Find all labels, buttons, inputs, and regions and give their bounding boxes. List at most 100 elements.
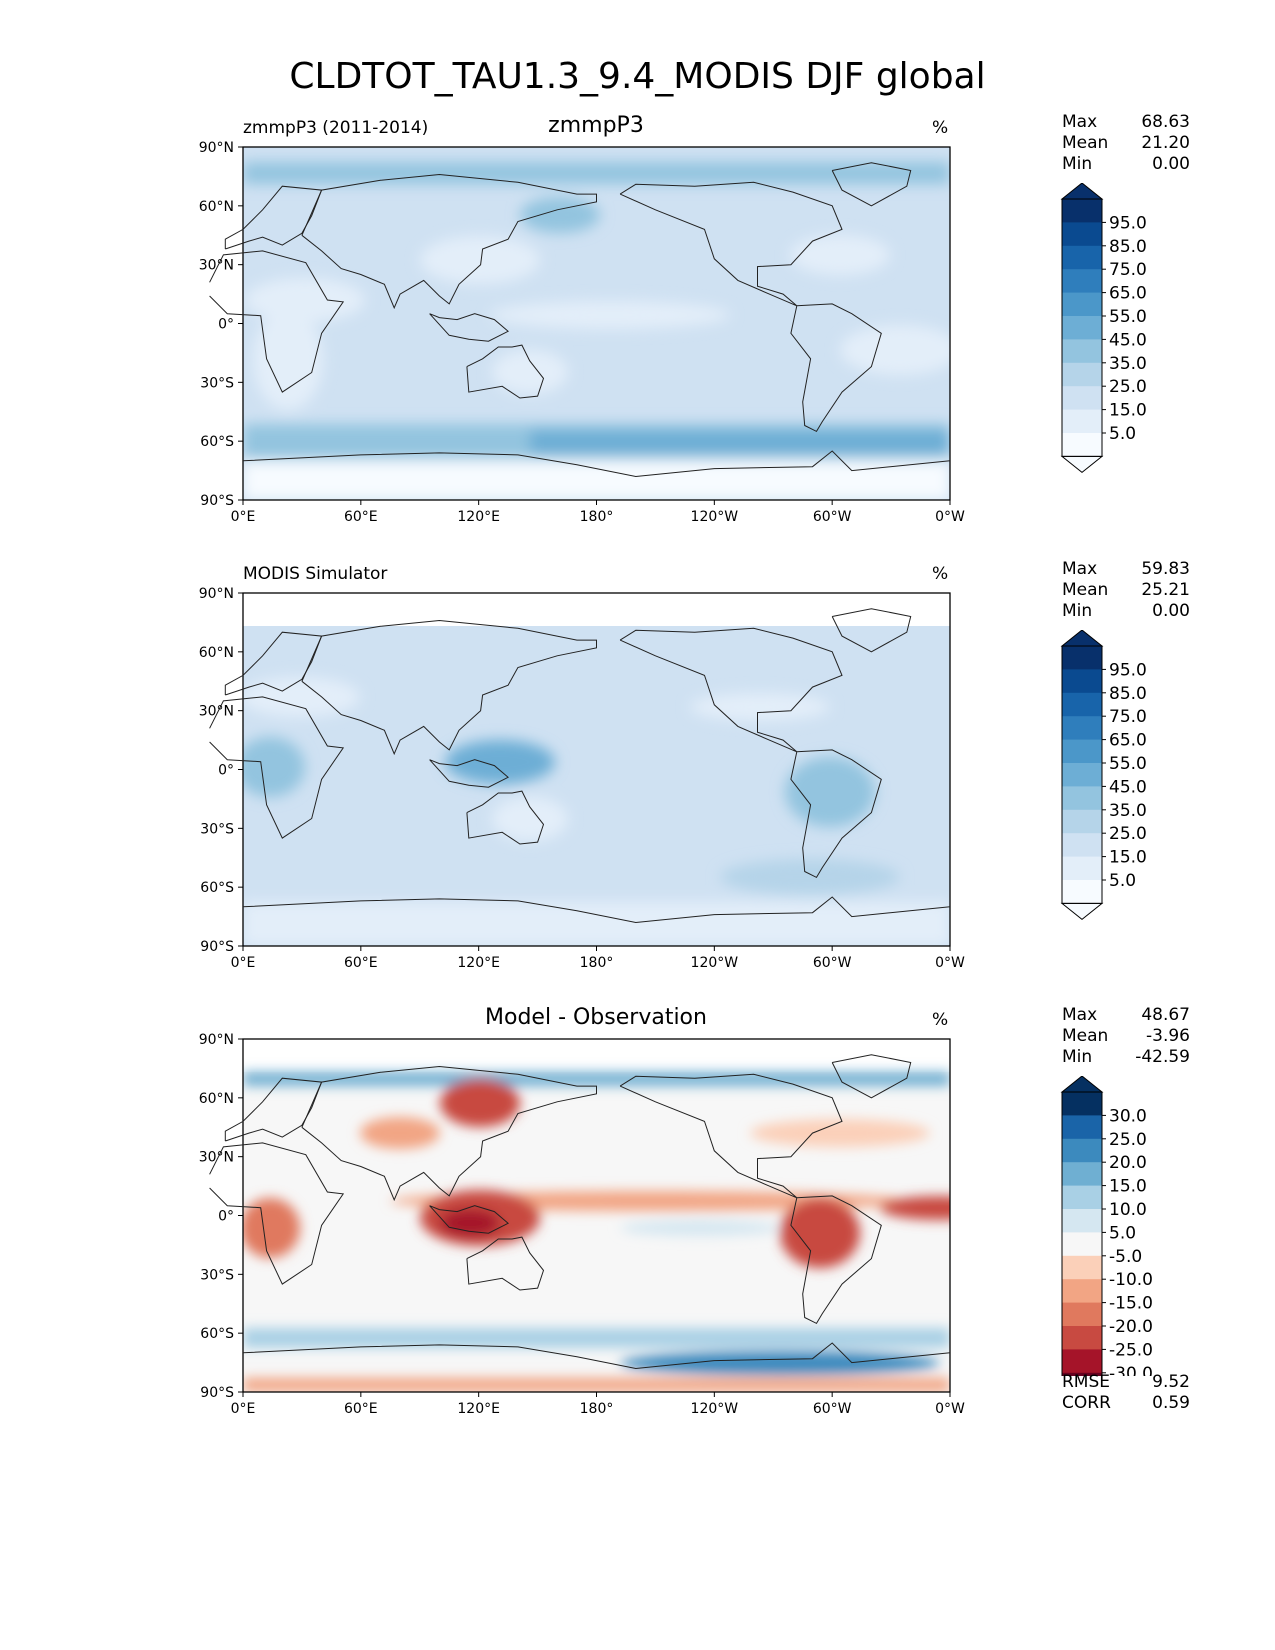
lat-tick-label: 30°N <box>199 258 234 274</box>
coast-australia <box>466 1236 545 1291</box>
colorbar-segment <box>1062 1349 1102 1374</box>
colorbar-segment <box>1062 1255 1102 1280</box>
colorbar-segment <box>1062 1326 1102 1350</box>
colorbar-tick-label: 65.0 <box>1109 284 1147 304</box>
metric-corr-value: 0.59 <box>1152 1393 1190 1413</box>
australia-low-region <box>492 797 568 841</box>
panel-difference: Model - Observation % <box>0 1003 1275 1473</box>
colorbar-tick-label: 25.0 <box>1109 1130 1147 1150</box>
stat-min-value: -42.59 <box>1135 1047 1190 1067</box>
coast-south-america <box>790 1195 882 1325</box>
colorbar-frame <box>1061 198 1103 457</box>
colorbar-segment <box>1062 1162 1102 1187</box>
lon-tick-label: 60°E <box>344 955 378 971</box>
colorbar-segment <box>1062 763 1102 787</box>
lon-tick-label: 60°E <box>344 509 378 525</box>
lat-tick-label: 30°S <box>200 375 234 391</box>
colorbar-tick-label: 45.0 <box>1109 330 1147 350</box>
southern-ocean-max-band <box>530 430 950 454</box>
lat-tick-label: 60°N <box>199 1091 234 1107</box>
amazon-cloud-region <box>785 757 875 827</box>
lat-tick-label: 90°S <box>200 939 234 955</box>
coast-africa <box>209 696 345 839</box>
colorbar-segment <box>1062 1209 1102 1233</box>
metric-rmse-label: RMSE <box>1062 1372 1111 1392</box>
colorbar-segment <box>1062 739 1102 764</box>
coast-australia <box>466 790 545 845</box>
colorbar-segment <box>1062 362 1102 387</box>
heatmap-field <box>243 147 950 500</box>
lon-tick-label: 0°W <box>935 955 965 971</box>
stat-min-label: Min <box>1062 1047 1093 1067</box>
coast-north-america <box>619 627 843 753</box>
tropical-pacific-low-band <box>490 301 730 329</box>
coastlines <box>209 162 951 478</box>
east-asia-negative-region <box>440 1079 520 1127</box>
colorbar-extend-max <box>1060 630 1104 647</box>
antarctica-low-region <box>243 460 950 500</box>
colorbar-tick-label: 75.0 <box>1109 707 1147 727</box>
metrics-box: RMSE 9.52 CORR 0.59 <box>1062 1372 1190 1414</box>
southern-ocean-positive-band <box>243 1328 950 1348</box>
stat-max-label: Max <box>1062 559 1098 579</box>
colorbar-tick-label: -5.0 <box>1109 1247 1142 1267</box>
no-data-arctic <box>243 593 950 626</box>
lon-tick-label: 0°E <box>231 509 256 525</box>
panel-center-title: zmmpP3 <box>548 113 644 138</box>
colorbar-tick-label: 55.0 <box>1109 307 1147 327</box>
coast-south-america <box>790 303 882 433</box>
maritime-continent-cloud-region <box>445 740 555 784</box>
colorbar-segment <box>1062 692 1102 717</box>
units-label: % <box>932 1010 949 1030</box>
lat-tick-label: 90°N <box>199 1032 234 1048</box>
asia-low-region <box>420 236 540 284</box>
coast-asia <box>301 173 597 310</box>
colorbar-tick-label: -10.0 <box>1109 1270 1153 1290</box>
lon-tick-label: 60°W <box>813 955 852 971</box>
lat-tick-label: 0° <box>218 763 234 779</box>
colorbar-segment <box>1062 386 1102 411</box>
colorbar-segment <box>1062 646 1102 670</box>
colorbar-tick-label: -15.0 <box>1109 1294 1153 1314</box>
subtropical-pacific-low-band <box>690 693 830 721</box>
coast-asia <box>301 619 597 756</box>
antarctica-low-region <box>243 902 950 946</box>
coast-indonesia <box>429 313 509 342</box>
axis-ticks: 0°E 60°E 120°E 180° 120°W 60°W 0°W 90°N 60°N 30°N… <box>199 1032 965 1417</box>
stat-min-label: Min <box>1062 601 1093 621</box>
colorbar-tick-label: 85.0 <box>1109 684 1147 704</box>
lon-tick-label: 180° <box>580 509 614 525</box>
colorbar-tick-label: 15.0 <box>1109 848 1147 868</box>
coast-north-america <box>619 1073 843 1199</box>
colorbar-tick-label: 5.0 <box>1109 871 1136 891</box>
lat-tick-label: 90°S <box>200 1385 234 1401</box>
antarctic-coast-positive-band <box>620 1351 940 1375</box>
lon-tick-label: 0°E <box>231 1401 256 1417</box>
colorbar-extend-max <box>1060 183 1104 200</box>
central-africa-negative-region <box>243 1198 300 1258</box>
lon-tick-label: 0°E <box>231 955 256 971</box>
colorbar-tick-label: 15.0 <box>1109 1177 1147 1197</box>
colorbar-tick-label: 10.0 <box>1109 1200 1147 1220</box>
heatmap-field <box>243 593 950 946</box>
axis-ticks: 0°E 60°E 120°E 180° 120°W 60°W 0°W 90°N 60°N 30°N… <box>199 140 965 525</box>
lat-tick-label: 60°N <box>199 199 234 215</box>
lon-tick-label: 120°E <box>457 1401 500 1417</box>
metric-rmse-value: 9.52 <box>1152 1372 1190 1392</box>
colorbar-segment <box>1062 409 1102 434</box>
lon-tick-label: 120°E <box>457 955 500 971</box>
stat-max-label: Max <box>1062 1005 1098 1025</box>
antarctica-negative-band <box>243 1378 950 1392</box>
heatmap-field <box>243 1039 950 1392</box>
colorbar-segment <box>1062 245 1102 270</box>
stat-max-value: 59.83 <box>1141 559 1190 579</box>
colorbar: 95.0 85.0 75.0 65.0 55.0 45.0 35.0 25.0 15.0 5.0 <box>1060 183 1147 474</box>
colorbar-segment <box>1062 199 1102 223</box>
axis-ticks: 0°E 60°E 120°E 180° 120°W 60°W 0°W 90°N 60°N 30°N… <box>199 586 965 971</box>
lat-tick-label: 60°S <box>200 434 234 450</box>
south-atlantic-low-region <box>840 325 950 375</box>
amazon-negative-region <box>780 1198 860 1268</box>
colorbar-segment <box>1062 1372 1102 1376</box>
lon-tick-label: 180° <box>580 955 614 971</box>
colorbar-segment <box>1062 1115 1102 1140</box>
